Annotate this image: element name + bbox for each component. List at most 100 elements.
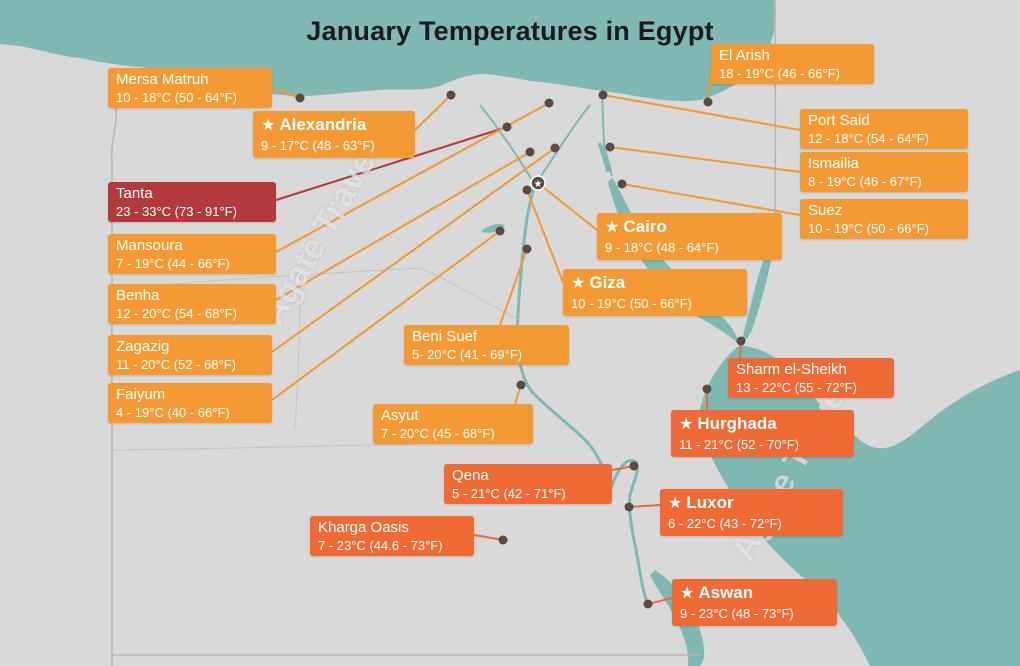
location-temperature: 5 - 21°C (42 - 71°F) <box>452 486 566 501</box>
faiyum-leader-line <box>271 230 501 401</box>
mersa-matruh-leader-line <box>271 87 301 99</box>
suez-label[interactable]: Suez 10 - 19°C (50 - 66°F) <box>800 199 968 239</box>
location-name-text: Port Said <box>808 112 870 129</box>
location-temperature: 18 - 19°C (46 - 66°F) <box>719 66 840 81</box>
qena-marker[interactable] <box>629 461 639 471</box>
luxor-label[interactable]: ★ Luxor 6 - 22°C (43 - 72°F) <box>660 489 843 536</box>
hurghada-label[interactable]: ★ Hurghada 11 - 21°C (52 - 70°F) <box>671 410 854 457</box>
hurghada-marker[interactable] <box>702 384 712 394</box>
aswan-marker[interactable] <box>643 599 653 609</box>
el-arish-marker[interactable] <box>703 97 713 107</box>
location-name: Suez <box>808 202 960 220</box>
location-name: Faiyum <box>116 386 264 404</box>
giza-marker[interactable] <box>522 185 532 195</box>
location-name-text: Luxor <box>686 493 734 512</box>
location-name-text: Cairo <box>623 217 667 236</box>
asyut-label[interactable]: Asyut 7 - 20°C (45 - 68°F) <box>373 404 533 444</box>
luxor-marker[interactable] <box>624 502 634 512</box>
aswan-label[interactable]: ★ Aswan 9 - 23°C (48 - 73°F) <box>672 579 837 626</box>
tanta-label[interactable]: Tanta 23 - 33°C (73 - 91°F) <box>108 182 276 222</box>
alexandria-leader-line <box>414 94 452 131</box>
alexandria-marker[interactable] <box>446 90 456 100</box>
port-said-marker[interactable] <box>598 90 608 100</box>
suez-canal <box>601 91 613 177</box>
nile-river <box>515 184 650 606</box>
location-markers: ★ <box>295 90 746 609</box>
tanta-marker[interactable] <box>502 122 512 132</box>
location-name: Tanta <box>116 185 268 203</box>
ismailia-label[interactable]: Ismailia 8 - 19°C (46 - 67°F) <box>800 152 968 192</box>
location-name-text: Tanta <box>116 185 153 202</box>
sharm-el-sheikh-label[interactable]: Sharm el-Sheikh 13 - 22°C (55 - 72°F) <box>728 358 894 398</box>
location-name-text: Faiyum <box>116 386 166 403</box>
beni-suef-label[interactable]: Beni Suef 5- 20°C (41 - 69°F) <box>404 325 569 365</box>
qena-label[interactable]: Qena 5 - 21°C (42 - 71°F) <box>444 464 612 504</box>
star-icon: ★ <box>534 179 543 190</box>
location-name-text: Alexandria <box>279 115 367 134</box>
location-name: ★ Luxor <box>668 492 835 515</box>
location-name: Sharm el-Sheikh <box>736 361 886 379</box>
benha-marker[interactable] <box>525 147 535 157</box>
location-name: ★ Hurghada <box>679 413 846 436</box>
sharm-el-sheikh-marker[interactable] <box>736 336 746 346</box>
kharga-oasis-leader-line <box>473 534 504 541</box>
ismailia-leader-line <box>609 146 801 173</box>
zagazig-leader-line <box>271 147 556 353</box>
star-icon: ★ <box>571 275 586 292</box>
location-name: Zagazig <box>116 338 264 356</box>
region-line-2 <box>294 274 301 431</box>
kharga-oasis-label[interactable]: Kharga Oasis 7 - 23°C (44.6 - 73°F) <box>310 516 474 556</box>
location-name: El Arish <box>719 47 866 65</box>
cairo-capital-marker[interactable] <box>530 175 546 191</box>
giza-label[interactable]: ★ Giza 10 - 19°C (50 - 66°F) <box>563 269 747 316</box>
beni-suef-marker[interactable] <box>522 244 532 254</box>
faiyum-label[interactable]: Faiyum 4 - 19°C (40 - 66°F) <box>108 383 272 423</box>
zagazig-label[interactable]: Zagazig 11 - 20°C (52 - 68°F) <box>108 335 272 375</box>
location-name-text: El Arish <box>719 47 770 64</box>
suez-marker[interactable] <box>617 179 627 189</box>
el-arish-label[interactable]: El Arish 18 - 19°C (46 - 66°F) <box>711 44 874 84</box>
location-name: ★ Alexandria <box>261 114 407 137</box>
star-icon: ★ <box>668 495 683 512</box>
mansoura-label[interactable]: Mansoura 7 - 19°C (44 - 66°F) <box>108 234 276 274</box>
giza-leader-line <box>526 189 564 283</box>
cairo-leader-line <box>537 182 598 231</box>
location-name: Asyut <box>381 407 525 425</box>
asyut-marker[interactable] <box>516 380 526 390</box>
faiyum-marker[interactable] <box>495 226 505 236</box>
mersa-matruh-label[interactable]: Mersa Matruh 10 - 18°C (50 - 64°F) <box>108 68 272 108</box>
zagazig-marker[interactable] <box>550 143 560 153</box>
location-name-text: Kharga Oasis <box>318 519 409 536</box>
location-temperature: 12 - 18°C (54 - 64°F) <box>808 131 929 146</box>
location-name: Mersa Matruh <box>116 71 264 89</box>
kharga-oasis-marker[interactable] <box>498 535 508 545</box>
location-name: Benha <box>116 287 268 305</box>
location-name-text: Zagazig <box>116 338 170 355</box>
star-icon: ★ <box>261 117 276 134</box>
location-temperature: 9 - 18°C (48 - 64°F) <box>605 240 719 255</box>
location-name: ★ Aswan <box>680 582 829 605</box>
location-temperature: 13 - 22°C (55 - 72°F) <box>736 380 857 395</box>
location-temperature: 10 - 18°C (50 - 64°F) <box>116 90 237 105</box>
location-name: Kharga Oasis <box>318 519 466 537</box>
ismailia-marker[interactable] <box>605 142 615 152</box>
mersa-matruh-marker[interactable] <box>295 93 305 103</box>
location-temperature: 10 - 19°C (50 - 66°F) <box>808 221 929 236</box>
mansoura-marker[interactable] <box>544 98 554 108</box>
location-name: Qena <box>452 467 604 485</box>
location-name-text: Benha <box>116 287 160 304</box>
gulf-of-aqaba <box>741 240 775 345</box>
alexandria-label[interactable]: ★ Alexandria 9 - 17°C (48 - 63°F) <box>253 111 415 158</box>
location-temperature: 6 - 22°C (43 - 72°F) <box>668 516 782 531</box>
benha-label[interactable]: Benha 12 - 20°C (54 - 68°F) <box>108 284 276 324</box>
location-name-text: Mersa Matruh <box>116 71 209 88</box>
location-temperature: 9 - 17°C (48 - 63°F) <box>261 138 375 153</box>
location-name-text: Sharm el-Sheikh <box>736 361 847 378</box>
port-said-label[interactable]: Port Said 12 - 18°C (54 - 64°F) <box>800 109 968 149</box>
cairo-label[interactable]: ★ Cairo 9 - 18°C (48 - 64°F) <box>597 213 782 260</box>
location-name-text: Ismailia <box>808 155 859 172</box>
location-name-text: Mansoura <box>116 237 183 254</box>
location-temperature: 5- 20°C (41 - 69°F) <box>412 347 523 362</box>
location-temperature: 9 - 23°C (48 - 73°F) <box>680 606 794 621</box>
